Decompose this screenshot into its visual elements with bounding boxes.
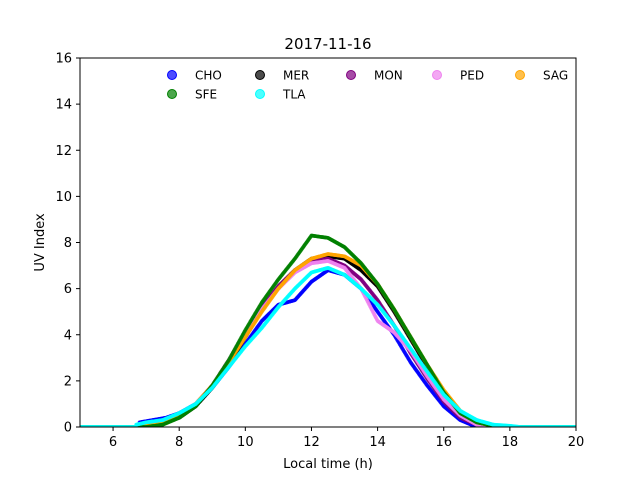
legend-label: MON bbox=[374, 69, 403, 83]
legend-marker bbox=[432, 70, 442, 80]
legend-label: MER bbox=[283, 69, 309, 83]
ticks-layer: 6 8 10 12 14 16 18 20 0 2 4 6 8 10 12 14 16 bbox=[55, 52, 584, 451]
chart-title: 2017-11-16 bbox=[284, 35, 371, 53]
y-tick-label: 2 bbox=[64, 374, 72, 389]
x-axis-label: Local time (h) bbox=[283, 457, 373, 472]
x-tick-label: 14 bbox=[369, 435, 386, 450]
y-tick-label: 4 bbox=[64, 328, 72, 343]
y-tick-label: 16 bbox=[55, 52, 72, 67]
legend-marker bbox=[346, 70, 356, 80]
x-tick-label: 20 bbox=[568, 435, 585, 450]
legend-label: SFE bbox=[195, 88, 217, 102]
x-tick-label: 18 bbox=[502, 435, 519, 450]
legend-label: CHO bbox=[195, 69, 222, 83]
legend-label: SAG bbox=[543, 69, 568, 83]
legend-marker bbox=[255, 70, 265, 80]
legend-marker bbox=[255, 89, 265, 99]
y-tick-label: 8 bbox=[64, 236, 72, 251]
legend-marker bbox=[167, 70, 177, 80]
y-axis-label: UV Index bbox=[33, 213, 48, 272]
legend: CHO MER MON PED SAG SFE TLA bbox=[167, 69, 568, 102]
series-layer bbox=[80, 233, 576, 427]
y-tick-label: 10 bbox=[55, 190, 72, 205]
legend-marker bbox=[515, 70, 525, 80]
legend-marker bbox=[167, 89, 177, 99]
x-tick-label: 12 bbox=[303, 435, 320, 450]
y-tick-label: 12 bbox=[55, 144, 72, 159]
y-tick-label: 14 bbox=[55, 98, 72, 113]
y-tick-label: 6 bbox=[64, 282, 72, 297]
x-tick-label: 10 bbox=[237, 435, 254, 450]
legend-label: PED bbox=[460, 69, 484, 83]
x-tick-label: 8 bbox=[175, 435, 183, 450]
legend-label: TLA bbox=[282, 88, 306, 102]
x-tick-label: 6 bbox=[109, 435, 117, 450]
y-tick-label: 0 bbox=[64, 421, 72, 436]
x-tick-label: 16 bbox=[435, 435, 452, 450]
